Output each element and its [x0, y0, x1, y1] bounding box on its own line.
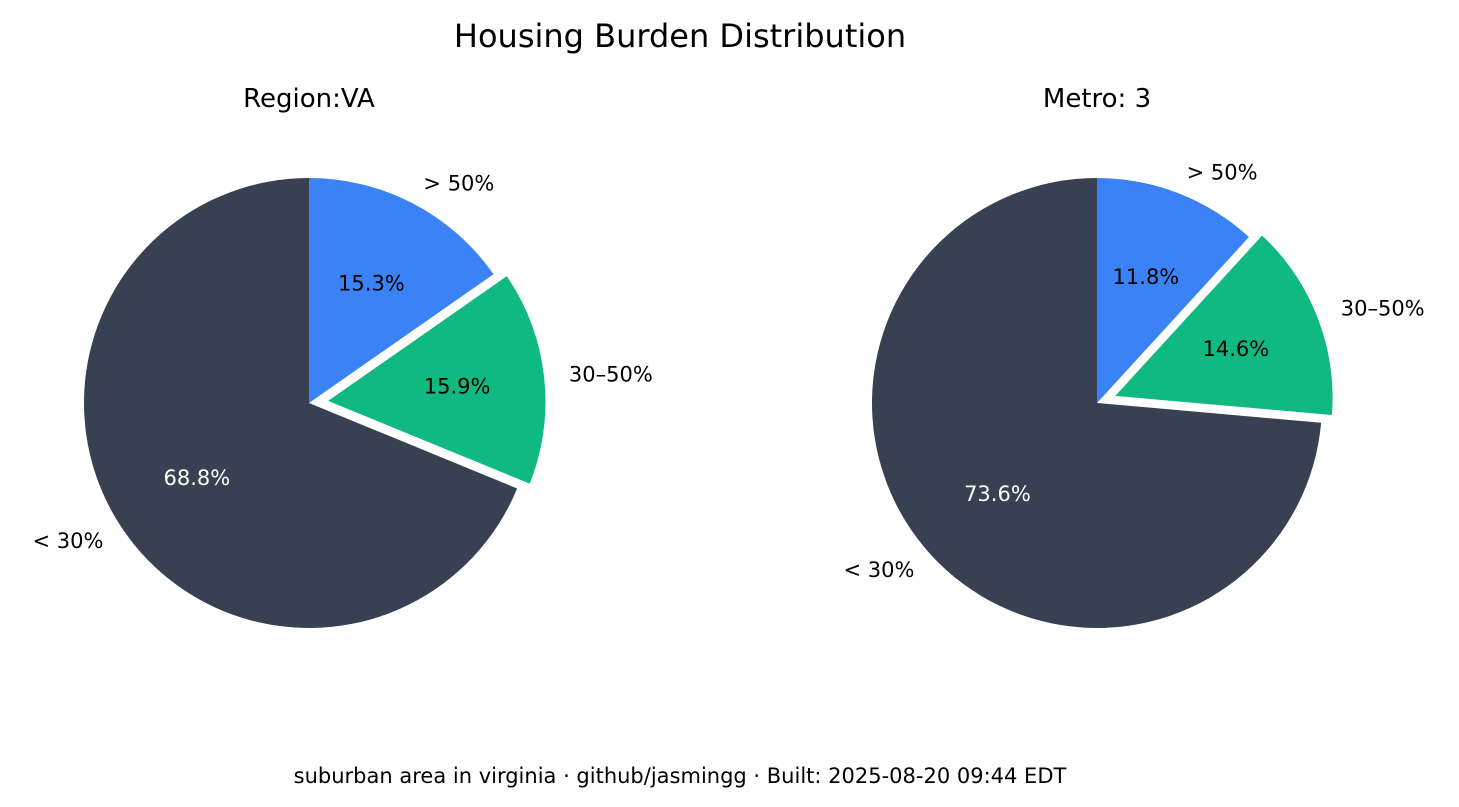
pie-slice-region-30-50	[317, 269, 551, 491]
pie-chart-metro: Metro: 3 11.8% > 50% 14.6% 30–50% 73.6% < 30%	[844, 84, 1425, 628]
pie-category-label-region-lt-30: < 30%	[32, 529, 103, 553]
pie-pct-label-region-lt-30: 68.8%	[164, 466, 231, 490]
pie-slice-metro-gt-50	[1097, 178, 1249, 403]
pie-pct-label-region-gt-50: 15.3%	[338, 271, 405, 295]
figure-title: Housing Burden Distribution	[454, 17, 906, 55]
pie-category-label-metro-30-50: 30–50%	[1341, 296, 1425, 320]
pie-slice-metro-30-50	[1104, 228, 1338, 421]
pie-category-label-region-gt-50: > 50%	[423, 172, 494, 196]
pie-pct-label-region-30-50: 15.9%	[424, 375, 491, 399]
pie-category-label-metro-lt-30: < 30%	[844, 558, 915, 582]
pie-slice-metro-lt-30	[871, 178, 1322, 628]
pie-chart-region: Region:VA 15.3% > 50% 15.9% 30–50% 68.8% < 30…	[32, 84, 653, 628]
pie-slice-region-lt-30	[84, 178, 518, 628]
pie-title-metro: Metro: 3	[1043, 84, 1151, 114]
pie-category-label-region-30-50: 30–50%	[569, 362, 653, 386]
pie-pct-label-metro-gt-50: 11.8%	[1113, 265, 1180, 289]
pie-slice-region-gt-50	[309, 178, 494, 403]
pie-category-label-metro-gt-50: > 50%	[1187, 160, 1258, 184]
footer-caption: suburban area in virginia · github/jasmi…	[294, 764, 1067, 788]
pie-pct-label-metro-30-50: 14.6%	[1203, 337, 1270, 361]
pie-pct-label-metro-lt-30: 73.6%	[964, 482, 1031, 506]
pie-title-region: Region:VA	[243, 84, 375, 114]
